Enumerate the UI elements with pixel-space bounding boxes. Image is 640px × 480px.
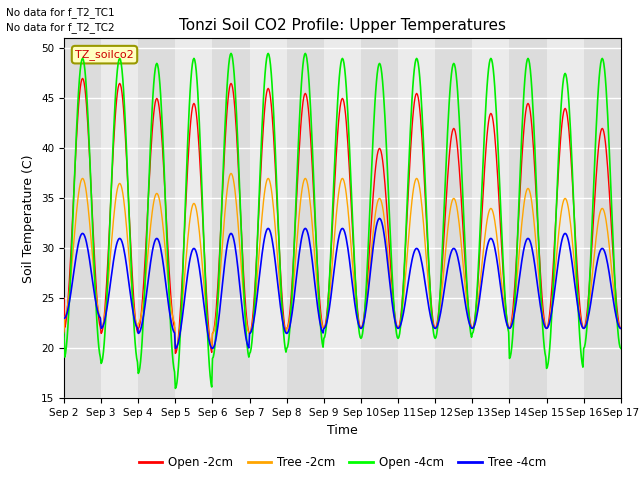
X-axis label: Time: Time	[327, 424, 358, 437]
Bar	[324, 38, 361, 398]
Bar	[64, 38, 101, 398]
Bar	[509, 38, 547, 398]
Bar	[250, 38, 287, 398]
Text: No data for f_T2_TC2: No data for f_T2_TC2	[6, 22, 115, 33]
Bar	[212, 38, 250, 398]
Bar	[472, 38, 509, 398]
Text: TZ_soilco2: TZ_soilco2	[75, 49, 134, 60]
Legend: Open -2cm, Tree -2cm, Open -4cm, Tree -4cm: Open -2cm, Tree -2cm, Open -4cm, Tree -4…	[134, 451, 550, 474]
Y-axis label: Soil Temperature (C): Soil Temperature (C)	[22, 154, 35, 283]
Bar	[435, 38, 472, 398]
Bar	[138, 38, 175, 398]
Bar	[398, 38, 435, 398]
Bar	[175, 38, 212, 398]
Title: Tonzi Soil CO2 Profile: Upper Temperatures: Tonzi Soil CO2 Profile: Upper Temperatur…	[179, 18, 506, 33]
Bar	[287, 38, 324, 398]
Bar	[101, 38, 138, 398]
Bar	[361, 38, 398, 398]
Text: No data for f_T2_TC1: No data for f_T2_TC1	[6, 7, 115, 18]
Bar	[547, 38, 584, 398]
Bar	[584, 38, 621, 398]
